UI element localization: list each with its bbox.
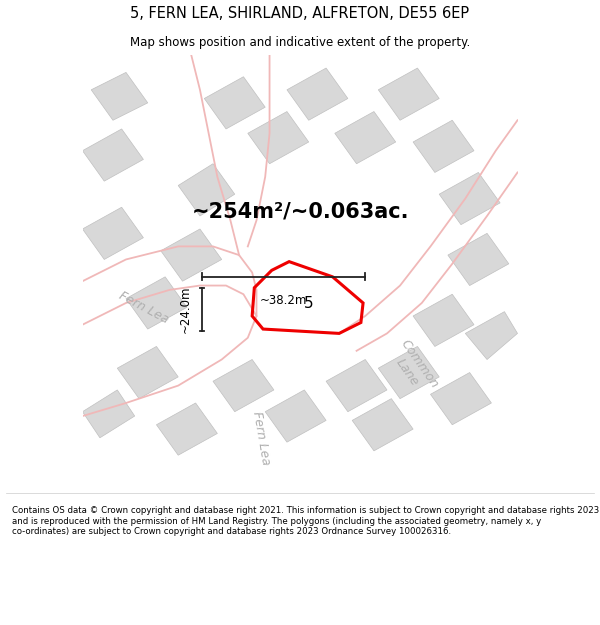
Polygon shape [466,312,517,359]
Polygon shape [265,390,326,442]
Text: Common
Lane: Common Lane [386,337,440,399]
Text: ~24.0m: ~24.0m [179,286,192,333]
Text: ~38.2m: ~38.2m [260,294,307,308]
Polygon shape [413,120,474,172]
Polygon shape [352,399,413,451]
Text: ~254m²/~0.063ac.: ~254m²/~0.063ac. [191,202,409,222]
Polygon shape [204,77,265,129]
Text: Fern Lea: Fern Lea [250,410,272,466]
Polygon shape [448,233,509,286]
Polygon shape [287,68,348,120]
Polygon shape [413,294,474,346]
Polygon shape [431,372,491,425]
Polygon shape [213,359,274,412]
Polygon shape [379,68,439,120]
Polygon shape [83,129,143,181]
Polygon shape [326,359,387,412]
Polygon shape [439,173,500,224]
Text: Contains OS data © Crown copyright and database right 2021. This information is : Contains OS data © Crown copyright and d… [12,506,599,536]
Polygon shape [157,403,217,455]
Text: 5, FERN LEA, SHIRLAND, ALFRETON, DE55 6EP: 5, FERN LEA, SHIRLAND, ALFRETON, DE55 6E… [130,6,470,21]
Polygon shape [335,111,396,164]
Text: 5: 5 [304,296,314,311]
Polygon shape [248,111,309,164]
Polygon shape [379,346,439,399]
Text: Fern Lea: Fern Lea [116,289,170,326]
Polygon shape [178,164,235,216]
Text: Map shows position and indicative extent of the property.: Map shows position and indicative extent… [130,36,470,49]
Polygon shape [83,390,134,438]
Polygon shape [126,277,187,329]
Polygon shape [118,346,178,399]
Polygon shape [161,229,222,281]
Polygon shape [83,208,143,259]
Polygon shape [91,72,148,120]
